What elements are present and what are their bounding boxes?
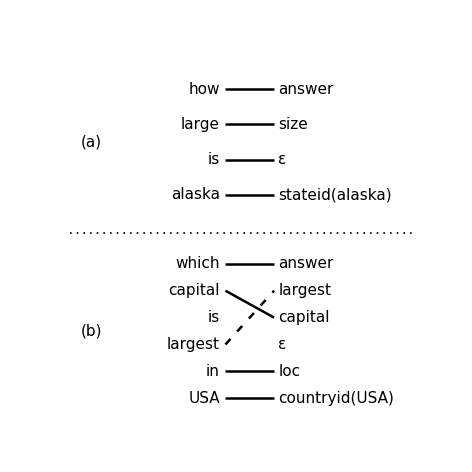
Text: answer: answer xyxy=(278,256,334,271)
Text: largest: largest xyxy=(167,337,220,352)
Text: capital: capital xyxy=(278,310,330,325)
Text: which: which xyxy=(176,256,220,271)
Text: answer: answer xyxy=(278,82,334,97)
Text: ε: ε xyxy=(278,337,287,352)
Text: USA: USA xyxy=(188,391,220,406)
Text: in: in xyxy=(206,364,220,379)
Text: how: how xyxy=(188,82,220,97)
Text: countryid(USA): countryid(USA) xyxy=(278,391,394,406)
Text: stateid(alaska): stateid(alaska) xyxy=(278,187,392,202)
Text: is: is xyxy=(208,310,220,325)
Text: size: size xyxy=(278,117,308,132)
Text: largest: largest xyxy=(278,283,331,298)
Text: capital: capital xyxy=(169,283,220,298)
Text: (a): (a) xyxy=(81,135,102,150)
Text: loc: loc xyxy=(278,364,301,379)
Text: large: large xyxy=(181,117,220,132)
Text: ε: ε xyxy=(278,152,287,167)
Text: alaska: alaska xyxy=(171,187,220,202)
Text: is: is xyxy=(208,152,220,167)
Text: (b): (b) xyxy=(81,323,102,338)
